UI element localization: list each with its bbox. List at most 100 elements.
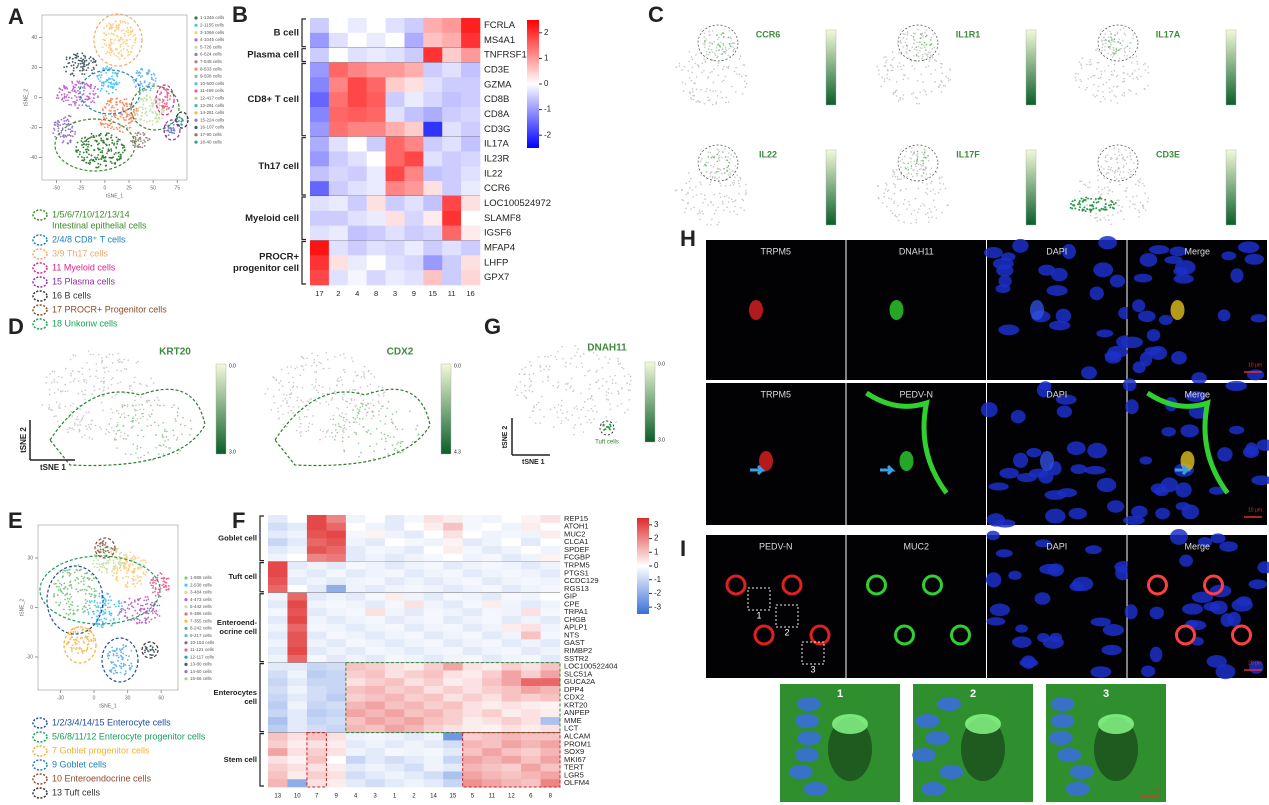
cell-dot — [1105, 39, 1107, 41]
cell-dot — [139, 576, 142, 578]
cell-dot — [63, 95, 66, 98]
cell-dot — [696, 64, 699, 66]
cell-dot — [149, 653, 152, 656]
cell-dot — [389, 436, 392, 438]
cell-dot — [133, 618, 136, 621]
cell-dot — [68, 134, 71, 136]
cell-dot — [1107, 165, 1110, 168]
heatmap-cell — [268, 709, 288, 718]
cell-dot — [58, 585, 60, 588]
cell-dot — [923, 148, 926, 151]
cell-dot — [108, 595, 111, 598]
cell-dot — [101, 151, 104, 154]
cell-dot — [908, 49, 911, 52]
cluster-outline — [46, 565, 104, 635]
cell-dot — [609, 425, 612, 428]
heatmap-cell — [306, 748, 327, 757]
cell-dot — [128, 655, 130, 658]
gene-label: TRPA1 — [564, 607, 588, 616]
cell-dot — [79, 62, 82, 65]
cell-dot — [737, 192, 740, 195]
cell-dot — [288, 381, 290, 384]
cell-dot — [73, 378, 76, 380]
cell-dot — [898, 62, 901, 64]
cell-dot — [111, 426, 113, 429]
cell-dot — [924, 191, 927, 194]
cell-dot — [514, 389, 517, 391]
heatmap-cell — [521, 592, 541, 601]
cell-dot — [687, 69, 690, 72]
cell-dot — [315, 381, 317, 383]
cell-dot — [77, 418, 79, 421]
cell-dot — [1086, 86, 1088, 89]
cell-dot — [548, 365, 551, 368]
cell-dot — [390, 418, 393, 421]
cell-dot — [124, 34, 126, 37]
heatmap-cell — [442, 136, 462, 152]
group-bracket — [301, 196, 306, 241]
cell-dot — [175, 420, 177, 423]
cell-dot — [537, 356, 540, 358]
cell-dot — [156, 103, 159, 106]
heatmap-cell — [501, 608, 522, 617]
cell-dot — [915, 165, 917, 168]
cell-dot — [341, 396, 344, 399]
heatmap-cell — [461, 210, 481, 226]
cell-dot — [105, 52, 107, 55]
cell-dot — [289, 396, 292, 399]
cell-dot — [83, 85, 85, 88]
cell-dot — [708, 45, 711, 47]
cell-dot — [916, 175, 918, 177]
cell-dot — [166, 95, 169, 97]
cell-dot — [735, 199, 737, 201]
heatmap-cell — [310, 166, 330, 182]
cell-dot — [100, 119, 103, 122]
cell-dot — [1100, 166, 1103, 168]
cell-dot — [342, 430, 344, 432]
heatmap-cell — [310, 62, 330, 78]
cell-dot — [940, 80, 942, 82]
cell-dot — [126, 48, 129, 51]
cell-dot — [138, 619, 141, 622]
cell-dot — [68, 572, 71, 574]
cell-dot — [70, 650, 73, 653]
cell-dot — [895, 169, 898, 171]
cell-dot — [340, 379, 343, 381]
cell-dot — [914, 197, 917, 200]
cell-dot — [67, 431, 69, 434]
cell-dot — [98, 133, 101, 136]
heatmap-cell — [423, 616, 444, 625]
cell-dot — [515, 386, 518, 388]
cell-dot — [720, 184, 722, 187]
heatmap-cell — [306, 623, 327, 632]
nucleus — [1139, 253, 1158, 267]
cell-dot — [144, 573, 147, 576]
nucleus — [1148, 245, 1170, 255]
axis-title: tSNE_1 — [106, 193, 123, 199]
heatmap-cell — [521, 748, 541, 757]
cell-dot — [924, 90, 927, 93]
heatmap-cell — [306, 647, 327, 656]
cell-dot — [95, 606, 98, 609]
cell-dot — [545, 365, 547, 368]
cell-dot — [65, 119, 68, 122]
cell-dot — [710, 223, 712, 226]
cell-dot — [941, 211, 943, 214]
heatmap-cell — [384, 546, 405, 555]
heatmap-cell — [461, 18, 481, 34]
heatmap-cell — [384, 569, 405, 578]
heatmap-cell — [326, 608, 347, 617]
cell-dot — [123, 416, 126, 419]
cell-dot — [1104, 219, 1107, 221]
gene-label: CLCA1 — [564, 537, 588, 546]
cell-dot — [923, 46, 926, 49]
cell-dot — [66, 597, 69, 600]
heatmap-cell — [501, 600, 522, 609]
cell-dot — [720, 33, 723, 36]
cell-dot — [695, 76, 698, 78]
heatmap-cell — [366, 92, 386, 108]
cell-dot — [120, 654, 122, 657]
cell-dot — [1112, 214, 1114, 216]
cell-dot — [629, 379, 632, 382]
cell-dot — [929, 39, 932, 41]
